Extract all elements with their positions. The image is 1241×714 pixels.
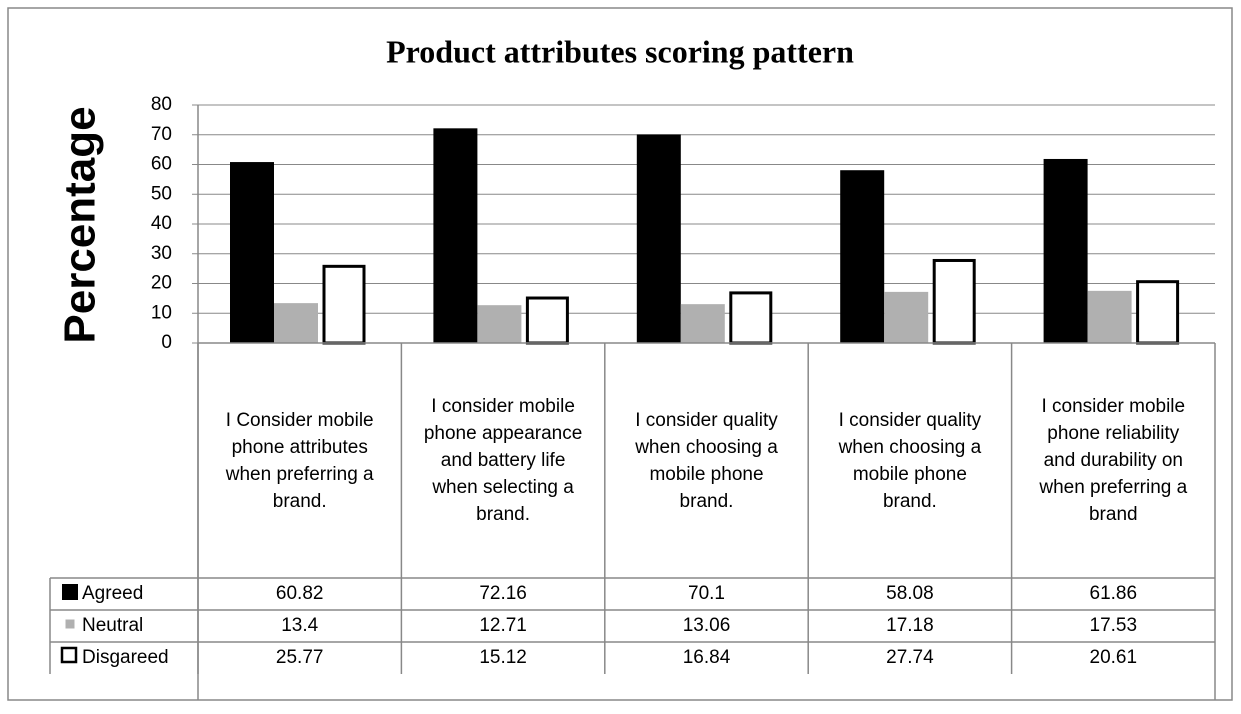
data-table-value: 17.18 — [886, 615, 934, 636]
y-tick-label: 70 — [151, 124, 172, 145]
category-cell: I Consider mobile phone attributes when … — [225, 409, 374, 512]
legend-label: Disgareed — [82, 647, 169, 668]
data-table-value: 16.84 — [683, 647, 731, 668]
bar — [322, 264, 366, 345]
data-table-value: 12.71 — [479, 615, 527, 636]
legend-label: Neutral — [82, 615, 143, 636]
bar — [932, 258, 976, 345]
legend-key — [60, 646, 78, 664]
data-table-value: 25.77 — [276, 647, 324, 668]
x-tick-label: I consider mobile phone appearance and b… — [423, 396, 583, 525]
category-cell: I consider quality when choosing a mobil… — [635, 409, 778, 512]
data-table-value: 13.4 — [281, 615, 318, 636]
data-table-value: 13.06 — [683, 615, 731, 636]
y-tick-label: 80 — [151, 94, 172, 115]
bar — [729, 291, 773, 345]
chart-frame — [7, 7, 1233, 701]
data-table-value: 58.08 — [886, 583, 934, 604]
data-table-value: 61.86 — [1090, 583, 1138, 604]
bar — [1043, 158, 1088, 343]
y-axis-label: Percentage — [56, 106, 105, 343]
y-tick-label: 30 — [151, 243, 172, 264]
legend-key — [65, 619, 75, 629]
bar — [840, 170, 885, 343]
bar — [884, 291, 929, 343]
category-cell: I consider mobile phone reliability and … — [1039, 396, 1188, 525]
data-table-value: 20.61 — [1090, 647, 1138, 668]
y-tick-label: 60 — [151, 154, 172, 175]
y-tick-label: 50 — [151, 183, 172, 204]
data-table-value: 70.1 — [688, 583, 725, 604]
data-table-value: 72.16 — [479, 583, 527, 604]
chart-title: Product attributes scoring pattern — [386, 33, 854, 69]
x-tick-label: I Consider mobile phone attributes when … — [225, 409, 374, 512]
x-tick-label: I consider mobile phone reliability and … — [1039, 396, 1188, 525]
y-tick-label: 0 — [161, 332, 172, 353]
bar — [1087, 290, 1132, 343]
bar — [1136, 280, 1180, 345]
bar — [274, 303, 318, 343]
y-tick-label: 20 — [151, 273, 172, 294]
bar — [433, 128, 478, 343]
bar — [525, 296, 569, 345]
y-tick-label: 40 — [151, 213, 172, 234]
bar — [680, 304, 725, 343]
legend-key — [62, 584, 78, 600]
data-table-value: 15.12 — [479, 647, 527, 668]
category-cell: I consider mobile phone appearance and b… — [423, 396, 583, 525]
data-table-value: 17.53 — [1090, 615, 1138, 636]
bar — [477, 305, 522, 343]
x-tick-label: I consider quality when choosing a mobil… — [635, 409, 778, 512]
bar — [636, 134, 681, 343]
category-cell: I consider quality when choosing a mobil… — [838, 409, 982, 512]
x-tick-label: I consider quality when choosing a mobil… — [838, 409, 982, 512]
y-tick-label: 10 — [151, 302, 172, 323]
data-table-value: 27.74 — [886, 647, 934, 668]
bar — [230, 162, 274, 343]
data-table-value: 60.82 — [276, 583, 324, 604]
legend-label: Agreed — [82, 583, 143, 604]
